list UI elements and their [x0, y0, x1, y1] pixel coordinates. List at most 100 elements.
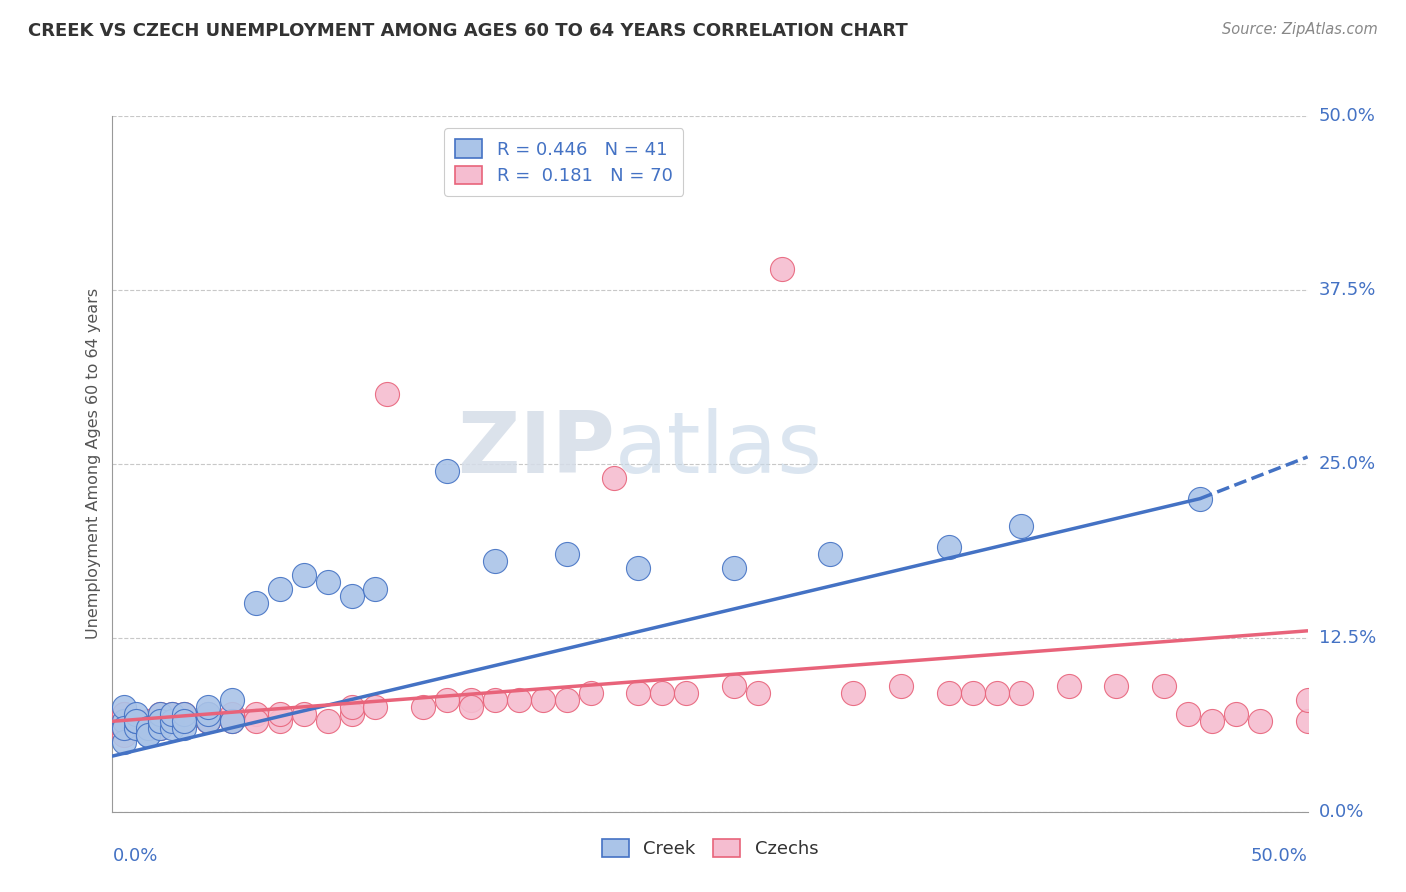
Point — [173, 714, 195, 729]
Point — [149, 721, 172, 735]
Point — [149, 707, 172, 722]
Point — [138, 721, 160, 735]
Point — [1105, 680, 1128, 694]
Point — [484, 693, 506, 707]
Point — [1010, 686, 1032, 700]
Point — [1296, 714, 1319, 729]
Point — [114, 714, 135, 729]
Point — [412, 700, 434, 714]
Point — [125, 714, 148, 729]
Point — [460, 693, 482, 707]
Point — [579, 686, 602, 700]
Point — [555, 693, 578, 707]
Point — [162, 707, 183, 722]
Point — [627, 686, 650, 700]
Point — [1225, 707, 1247, 722]
Point — [675, 686, 697, 700]
Point — [627, 561, 650, 575]
Text: 0.0%: 0.0% — [1319, 803, 1364, 821]
Point — [1177, 707, 1199, 722]
Point — [603, 471, 626, 485]
Point — [269, 582, 291, 596]
Text: CREEK VS CZECH UNEMPLOYMENT AMONG AGES 60 TO 64 YEARS CORRELATION CHART: CREEK VS CZECH UNEMPLOYMENT AMONG AGES 6… — [28, 22, 908, 40]
Point — [245, 596, 267, 610]
Point — [149, 714, 172, 729]
Point — [938, 541, 960, 555]
Point — [162, 714, 183, 729]
Point — [316, 575, 339, 590]
Text: Source: ZipAtlas.com: Source: ZipAtlas.com — [1222, 22, 1378, 37]
Point — [173, 721, 195, 735]
Point — [197, 707, 219, 722]
Point — [436, 464, 458, 478]
Point — [114, 707, 135, 722]
Point — [197, 714, 219, 729]
Point — [197, 700, 219, 714]
Point — [114, 700, 135, 714]
Point — [125, 721, 148, 735]
Point — [149, 721, 172, 735]
Point — [818, 547, 841, 561]
Point — [484, 554, 506, 568]
Point — [197, 714, 219, 729]
Point — [364, 700, 387, 714]
Point — [245, 707, 267, 722]
Point — [125, 714, 148, 729]
Point — [197, 707, 219, 722]
Point — [364, 582, 387, 596]
Point — [1296, 693, 1319, 707]
Point — [770, 262, 793, 277]
Point — [173, 714, 195, 729]
Point — [340, 589, 363, 603]
Point — [460, 700, 482, 714]
Point — [292, 568, 315, 582]
Text: ZIP: ZIP — [457, 409, 614, 491]
Point — [125, 714, 148, 729]
Point — [555, 547, 578, 561]
Point — [747, 686, 769, 700]
Point — [114, 707, 135, 722]
Point — [221, 714, 243, 729]
Text: 37.5%: 37.5% — [1319, 281, 1376, 299]
Point — [436, 693, 458, 707]
Point — [340, 707, 363, 722]
Y-axis label: Unemployment Among Ages 60 to 64 years: Unemployment Among Ages 60 to 64 years — [86, 288, 101, 640]
Point — [890, 680, 912, 694]
Point — [114, 714, 135, 729]
Point — [173, 714, 195, 729]
Text: 50.0%: 50.0% — [1251, 847, 1308, 864]
Point — [173, 707, 195, 722]
Point — [114, 721, 135, 735]
Point — [842, 686, 865, 700]
Point — [114, 714, 135, 729]
Point — [1153, 680, 1175, 694]
Point — [340, 700, 363, 714]
Point — [221, 707, 243, 722]
Point — [316, 714, 339, 729]
Point — [138, 728, 160, 742]
Point — [1057, 680, 1080, 694]
Point — [149, 714, 172, 729]
Point — [114, 721, 135, 735]
Point — [125, 707, 148, 722]
Point — [245, 714, 267, 729]
Text: 12.5%: 12.5% — [1319, 629, 1376, 647]
Point — [138, 721, 160, 735]
Point — [962, 686, 984, 700]
Point — [125, 721, 148, 735]
Point — [1010, 519, 1032, 533]
Point — [938, 686, 960, 700]
Text: 50.0%: 50.0% — [1319, 107, 1375, 125]
Point — [292, 707, 315, 722]
Point — [531, 693, 554, 707]
Point — [221, 693, 243, 707]
Point — [114, 735, 135, 749]
Point — [651, 686, 673, 700]
Point — [173, 714, 195, 729]
Legend: Creek, Czechs: Creek, Czechs — [595, 831, 825, 865]
Point — [508, 693, 530, 707]
Point — [1201, 714, 1223, 729]
Point — [149, 714, 172, 729]
Point — [162, 721, 183, 735]
Point — [173, 707, 195, 722]
